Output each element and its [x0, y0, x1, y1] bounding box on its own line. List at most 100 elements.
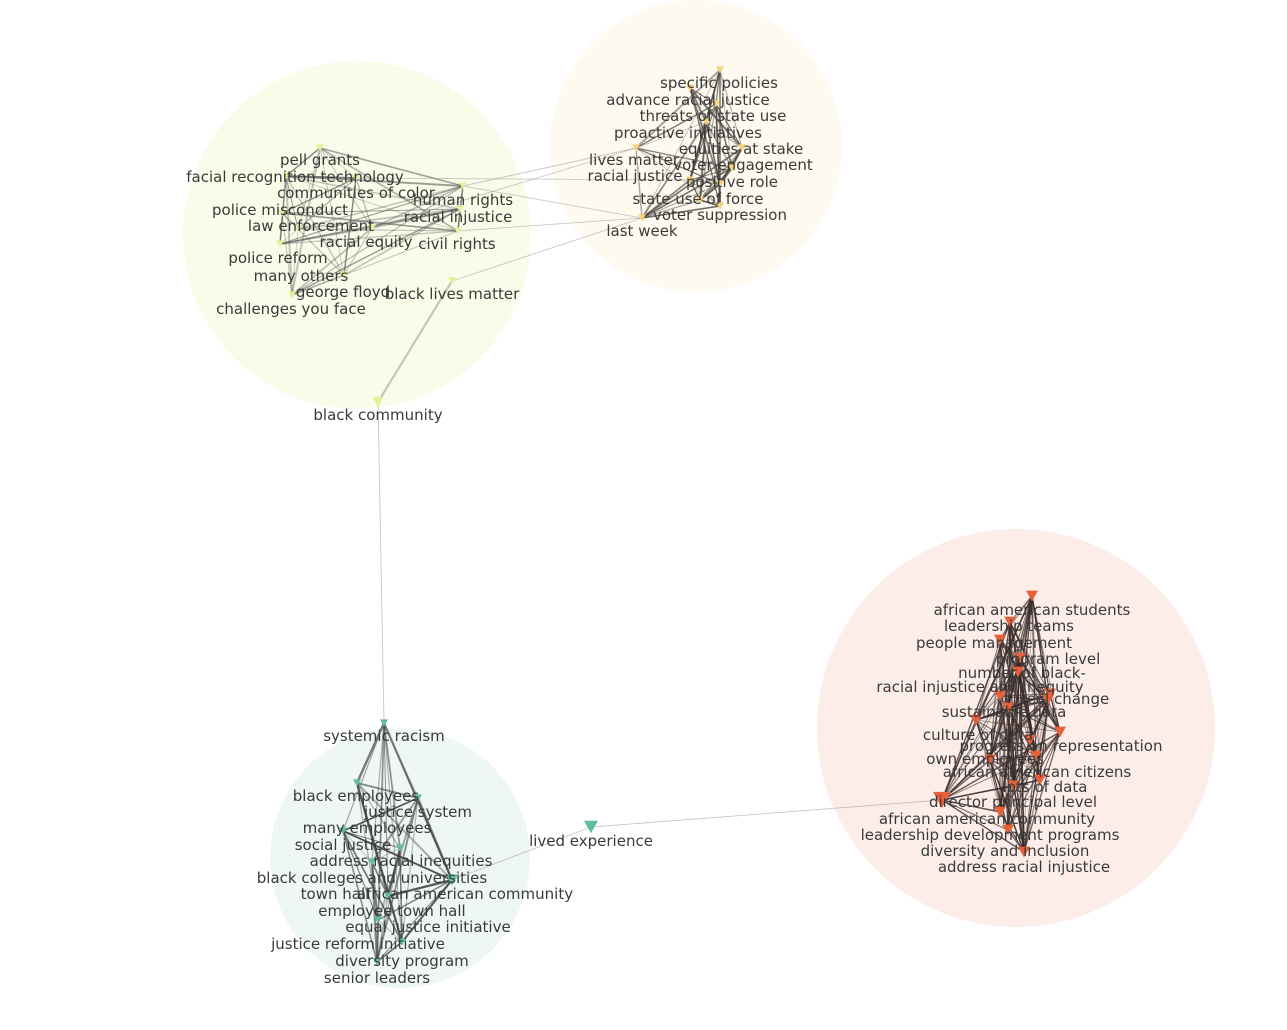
- graph-edge: [1007, 595, 1033, 831]
- graph-edge: [689, 87, 717, 105]
- graph-edge: [1019, 657, 1025, 853]
- graph-edge: [1009, 621, 1051, 695]
- graph-edge: [355, 177, 691, 181]
- node-label: employee town hall: [318, 902, 465, 920]
- graph-edge: [999, 595, 1033, 813]
- graph-edge: [291, 147, 321, 296]
- node-label: black lives matter: [385, 285, 520, 303]
- graph-edge: [989, 693, 1051, 761]
- node-label: progress on representation: [960, 737, 1163, 755]
- graph-node-marker: [380, 719, 388, 727]
- graph-edge: [999, 699, 1049, 813]
- graph-edge: [1023, 693, 1051, 853]
- graph-edge: [386, 847, 402, 897]
- graph-node-marker: [994, 690, 1006, 702]
- graph-edge: [999, 693, 1051, 697]
- graph-edge: [376, 941, 403, 963]
- graph-edge: [999, 639, 1025, 853]
- graph-edge: [999, 695, 1009, 831]
- graph-edge: [705, 121, 733, 169]
- graph-edge: [999, 621, 1011, 697]
- graph-edge: [699, 167, 733, 201]
- node-label: threats of state use: [640, 107, 787, 125]
- graph-edge: [689, 167, 733, 181]
- graph-edge: [989, 699, 1049, 761]
- graph-edge: [1007, 699, 1049, 709]
- graph-edge: [975, 707, 1009, 721]
- graph-edge: [1031, 595, 1051, 695]
- graph-node-marker: [1002, 824, 1014, 836]
- graph-edge: [371, 861, 379, 921]
- graph-edge: [989, 671, 1019, 761]
- graph-edge: [343, 177, 357, 276]
- graph-edge: [975, 707, 1009, 721]
- graph-edge: [999, 811, 1025, 853]
- graph-edge: [1019, 657, 1025, 853]
- graph-edge: [641, 205, 721, 219]
- graph-edge: [1039, 699, 1049, 781]
- graph-edge: [999, 657, 1021, 697]
- graph-edge: [1019, 657, 1049, 701]
- graph-edge: [1007, 657, 1021, 831]
- graph-edge: [1019, 657, 1025, 853]
- graph-edge: [941, 719, 977, 801]
- graph-edge: [1039, 699, 1049, 781]
- graph-node-marker: [373, 958, 381, 966]
- node-label: lots of data: [1003, 778, 1088, 796]
- graph-edge: [399, 847, 403, 943]
- graph-node-marker: [353, 779, 361, 787]
- graph-edge: [1009, 621, 1019, 673]
- graph-edge: [975, 699, 1049, 721]
- graph-edge: [714, 103, 722, 207]
- graph-edge: [291, 185, 464, 296]
- graph-edge: [975, 719, 1015, 787]
- graph-edge: [698, 121, 708, 201]
- graph-edge: [941, 699, 1049, 801]
- graph-edge: [1031, 595, 1037, 757]
- graph-edge: [1019, 657, 1061, 733]
- graph-edge: [1013, 785, 1025, 853]
- graph-edge: [1031, 595, 1061, 733]
- graph-edge: [941, 799, 1009, 831]
- graph-edge: [999, 657, 1021, 697]
- graph-edge: [999, 595, 1033, 813]
- graph-edge: [377, 797, 419, 921]
- graph-edge: [1017, 671, 1037, 757]
- node-label: justice reform initiative: [270, 935, 445, 953]
- graph-edge: [975, 719, 991, 761]
- graph-edge: [1007, 785, 1015, 831]
- graph-edge: [999, 639, 1061, 733]
- graph-edge: [699, 121, 707, 201]
- graph-edge: [941, 693, 1051, 801]
- graph-edge: [999, 639, 1051, 695]
- graph-edge: [383, 722, 389, 897]
- graph-edge: [941, 719, 977, 801]
- graph-edge: [387, 895, 403, 943]
- graph-edge: [989, 759, 1041, 781]
- graph-edge: [941, 785, 1015, 801]
- graph-edge: [999, 657, 1021, 697]
- graph-edge: [689, 69, 721, 181]
- graph-edge: [715, 103, 743, 149]
- graph-node-marker: [276, 240, 284, 248]
- graph-edge: [1023, 693, 1051, 853]
- graph-edge: [285, 175, 461, 210]
- graph-edge: [989, 693, 1051, 761]
- graph-edge: [1009, 621, 1049, 701]
- graph-edge: [457, 208, 461, 232]
- graph-edge: [975, 595, 1033, 721]
- graph-edge: [999, 595, 1033, 813]
- graph-edge: [1007, 707, 1037, 757]
- edges: [279, 69, 1061, 963]
- graph-edge: [975, 719, 1025, 853]
- graph-node-marker: [368, 224, 376, 232]
- graph-edge: [1019, 657, 1037, 757]
- graph-node-marker: [1004, 616, 1016, 628]
- graph-edge: [715, 69, 721, 105]
- graph-edge: [1007, 707, 1025, 853]
- graph-edge: [641, 205, 721, 219]
- graph-edge: [1023, 693, 1051, 853]
- node-label: director principal level: [929, 793, 1097, 811]
- graph-edge: [285, 175, 357, 179]
- graph-edge: [989, 759, 1025, 853]
